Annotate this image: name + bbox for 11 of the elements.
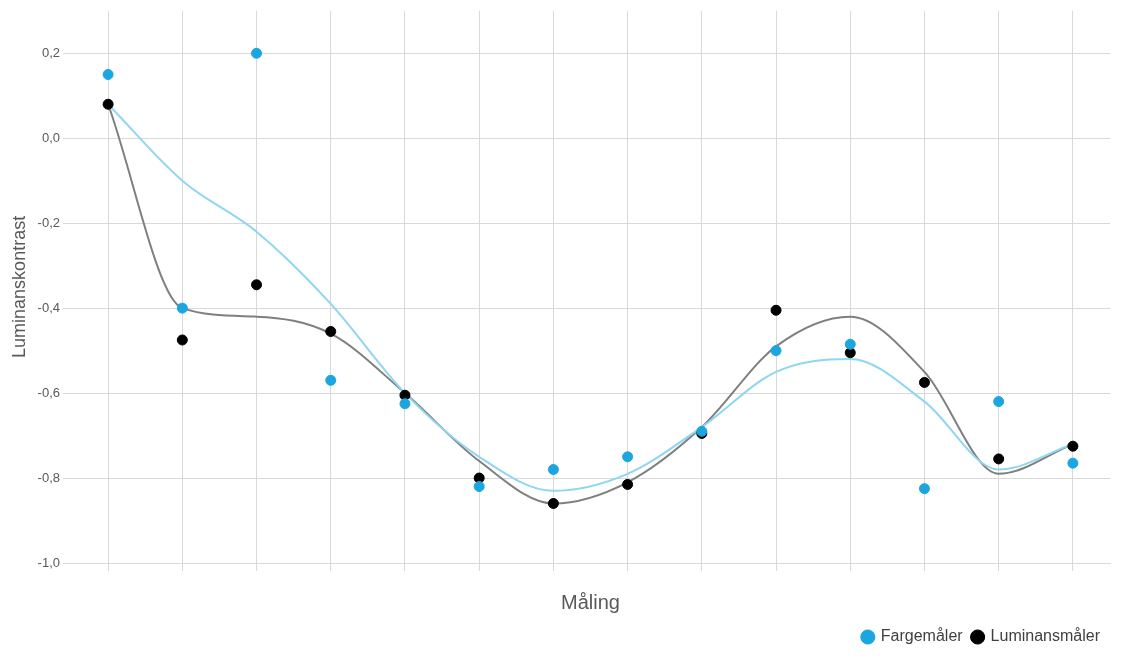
legend-label: Fargemåler [880, 627, 964, 645]
y-tick-label: -0,6 [37, 384, 60, 400]
x-axis-title: Måling [561, 590, 620, 613]
y-tick-label: 0,2 [41, 44, 60, 60]
y-tick-label: -0,8 [37, 469, 60, 485]
legend-label: Luminansmåler [990, 627, 1101, 645]
y-tick-label: 0,0 [41, 129, 60, 145]
y-tick-label: -0,4 [37, 299, 60, 315]
y-tick-label: -0,2 [37, 214, 60, 230]
y-axis-title: Luminanskontrast [8, 215, 29, 358]
y-tick-label: -1,0 [37, 554, 60, 570]
